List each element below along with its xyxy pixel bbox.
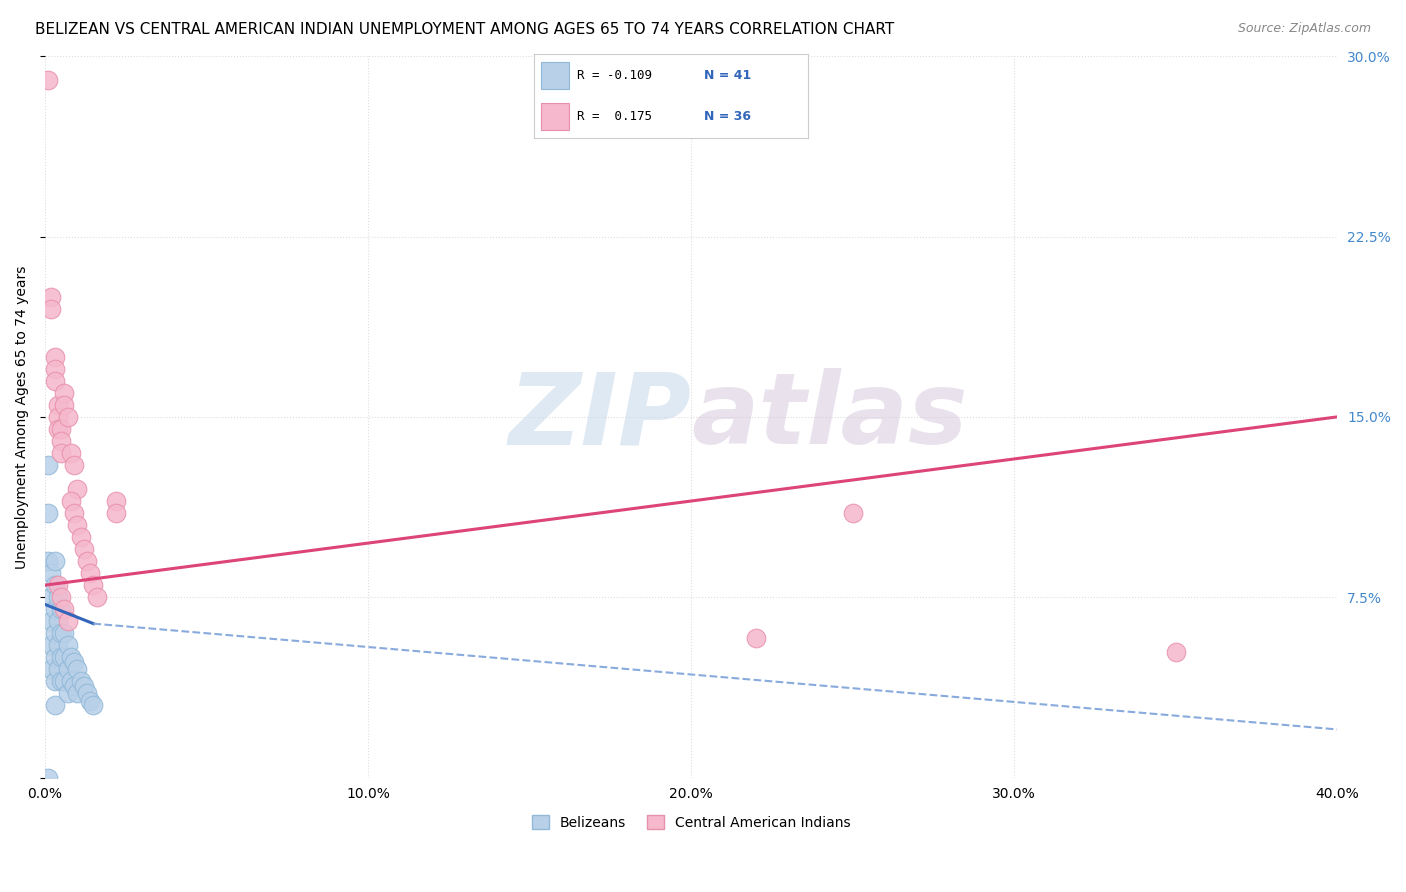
Point [41,590,63,604]
Point [76,554,98,568]
Point [46,398,69,412]
Point [46,590,69,604]
Text: R =  0.175: R = 0.175 [576,110,652,123]
Point [37,554,59,568]
Point [59,494,82,508]
Point [49,674,72,689]
Point [46,409,69,424]
Point [41,290,63,304]
Point [41,638,63,652]
Point [53,602,76,616]
Text: ZIP: ZIP [508,368,692,466]
Point [44,578,66,592]
Point [46,614,69,628]
Point [56,686,79,700]
Point [37,771,59,785]
Point [49,434,72,448]
Point [44,350,66,364]
Point [66,518,89,533]
Point [86,590,108,604]
Point [46,422,69,436]
Point [53,650,76,665]
Text: N = 41: N = 41 [704,69,752,82]
Point [44,674,66,689]
Point [49,626,72,640]
Point [44,650,66,665]
Legend: Belizeans, Central American Indians: Belizeans, Central American Indians [526,810,856,836]
Point [842,506,865,520]
Point [105,494,128,508]
Point [73,542,96,557]
Point [49,602,72,616]
Point [56,614,79,628]
Point [49,446,72,460]
Point [82,698,104,713]
Point [49,590,72,604]
Point [53,398,76,412]
Point [41,566,63,581]
Point [66,482,89,496]
Point [44,698,66,713]
Point [37,506,59,520]
Point [59,446,82,460]
FancyBboxPatch shape [541,62,568,89]
Point [69,530,91,544]
Text: R = -0.109: R = -0.109 [576,69,652,82]
Point [56,662,79,676]
Point [63,506,86,520]
Point [44,626,66,640]
Point [105,506,128,520]
Point [56,638,79,652]
FancyBboxPatch shape [541,103,568,130]
Point [44,361,66,376]
Point [1164,645,1187,659]
Point [63,655,86,669]
Point [66,662,89,676]
Point [66,686,89,700]
Point [59,674,82,689]
Point [37,73,59,87]
Point [745,631,768,645]
Point [76,686,98,700]
Point [41,614,63,628]
Point [37,458,59,472]
Point [63,458,86,472]
Point [73,679,96,693]
Point [46,662,69,676]
Y-axis label: Unemployment Among Ages 65 to 74 years: Unemployment Among Ages 65 to 74 years [15,265,30,568]
Point [49,422,72,436]
Point [41,662,63,676]
Point [82,578,104,592]
Point [53,626,76,640]
Point [53,674,76,689]
Point [63,679,86,693]
Point [41,301,63,316]
Point [46,578,69,592]
Point [79,693,101,707]
Point [69,674,91,689]
Point [44,374,66,388]
Point [59,650,82,665]
Point [44,554,66,568]
Point [79,566,101,581]
Point [44,602,66,616]
Point [49,650,72,665]
Text: BELIZEAN VS CENTRAL AMERICAN INDIAN UNEMPLOYMENT AMONG AGES 65 TO 74 YEARS CORRE: BELIZEAN VS CENTRAL AMERICAN INDIAN UNEM… [35,22,894,37]
Point [56,409,79,424]
Text: N = 36: N = 36 [704,110,751,123]
Text: Source: ZipAtlas.com: Source: ZipAtlas.com [1237,22,1371,36]
Point [53,385,76,400]
Text: atlas: atlas [692,368,967,466]
Point [46,638,69,652]
